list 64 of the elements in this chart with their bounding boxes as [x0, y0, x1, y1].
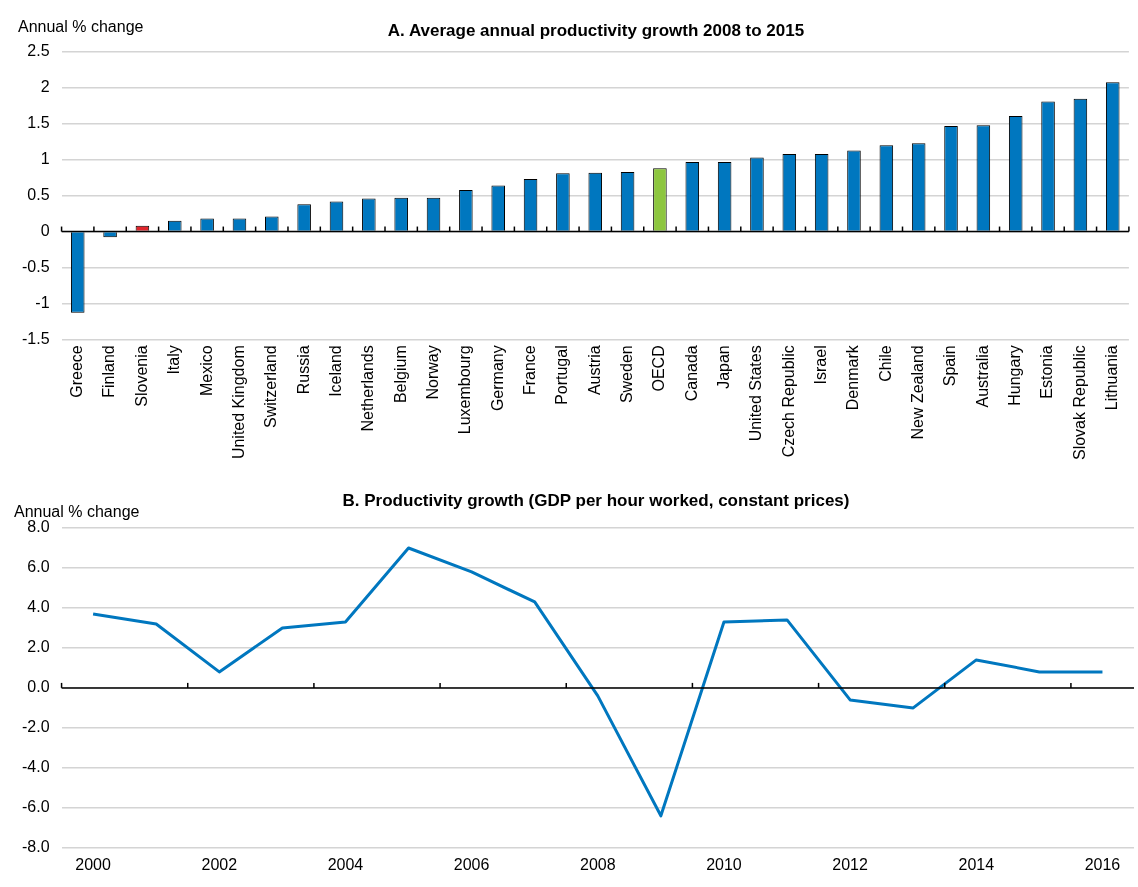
x-tick-label: Germany	[488, 345, 506, 412]
y-tick-label: 0.0	[27, 678, 50, 696]
x-tick-label: Netherlands	[359, 345, 377, 432]
x-tick-label: 2010	[706, 855, 742, 873]
x-tick-label: New Zealand	[909, 345, 927, 440]
x-tick-label: Israel	[812, 345, 830, 385]
x-tick-label: Norway	[423, 345, 441, 400]
y-axis-title: Annual % change	[14, 503, 140, 520]
y-tick-label: -0.5	[21, 257, 50, 275]
chart-title: A. Average annual productivity growth 2008 to 2015	[387, 21, 805, 40]
y-tick-label: -6.0	[21, 798, 50, 816]
y-tick-label: 0.5	[27, 186, 50, 204]
x-tick-label: Austria	[585, 345, 603, 396]
x-tick-label: Lithuania	[1103, 345, 1121, 411]
y-tick-label: -8.0	[21, 838, 50, 856]
y-tick-label: -4.0	[21, 758, 50, 776]
x-tick-label: Japan	[715, 345, 733, 389]
x-tick-label: Portugal	[553, 345, 571, 405]
x-tick-label: Czech Republic	[779, 345, 797, 458]
y-tick-label: 0	[40, 221, 50, 239]
y-axis-title: Annual % change	[18, 18, 144, 35]
x-tick-label: Luxembourg	[456, 345, 474, 435]
x-tick-label: Estonia	[1038, 345, 1056, 399]
x-tick-label: Italy	[165, 345, 183, 375]
x-tick-label: Sweden	[617, 345, 635, 404]
x-tick-label: Chile	[876, 345, 894, 382]
x-tick-label: 2014	[958, 855, 995, 873]
x-tick-label: 2000	[75, 855, 112, 873]
x-tick-label: Mexico	[197, 345, 215, 396]
x-tick-label: Iceland	[326, 345, 344, 397]
x-tick-label: Hungary	[1006, 345, 1024, 406]
y-tick-label: 8.0	[27, 518, 50, 536]
x-tick-label: Russia	[294, 345, 312, 395]
y-tick-label: -1.5	[21, 329, 50, 347]
x-tick-label: United Kingdom	[229, 345, 247, 460]
x-tick-label: Switzerland	[262, 345, 280, 428]
y-tick-label: 6.0	[27, 558, 50, 576]
y-tick-label: -2.0	[21, 718, 50, 736]
x-tick-label: Australia	[973, 345, 991, 408]
y-tick-label: -1	[35, 293, 50, 311]
y-tick-label: 2.5	[27, 42, 50, 60]
x-tick-label: 2016	[1084, 855, 1121, 873]
x-tick-label: France	[520, 345, 538, 396]
x-tick-label: Finland	[100, 345, 118, 398]
y-tick-label: 4.0	[27, 598, 50, 616]
x-tick-label: OECD	[650, 345, 668, 392]
y-tick-label: 1	[40, 150, 50, 168]
y-tick-label: 1.5	[27, 114, 50, 132]
y-tick-label: 2	[40, 78, 50, 96]
x-tick-label: Slovak Republic	[1070, 345, 1088, 461]
x-tick-label: 2012	[832, 855, 869, 873]
x-tick-label: Belgium	[391, 345, 409, 404]
x-tick-label: Canada	[682, 345, 700, 402]
x-tick-label: Slovenia	[132, 345, 150, 407]
x-tick-label: United States	[747, 345, 765, 442]
y-tick-label: 2.0	[27, 638, 50, 656]
x-tick-label: 2004	[327, 855, 364, 873]
x-tick-label: Greece	[68, 345, 86, 398]
x-tick-label: Spain	[941, 345, 959, 387]
x-tick-label: Denmark	[844, 344, 862, 411]
chart-title: B. Productivity growth (GDP per hour worked, constant prices)	[342, 491, 850, 510]
x-tick-label: 2002	[201, 855, 238, 873]
x-tick-label: 2008	[579, 855, 616, 873]
x-tick-label: 2006	[453, 855, 490, 873]
